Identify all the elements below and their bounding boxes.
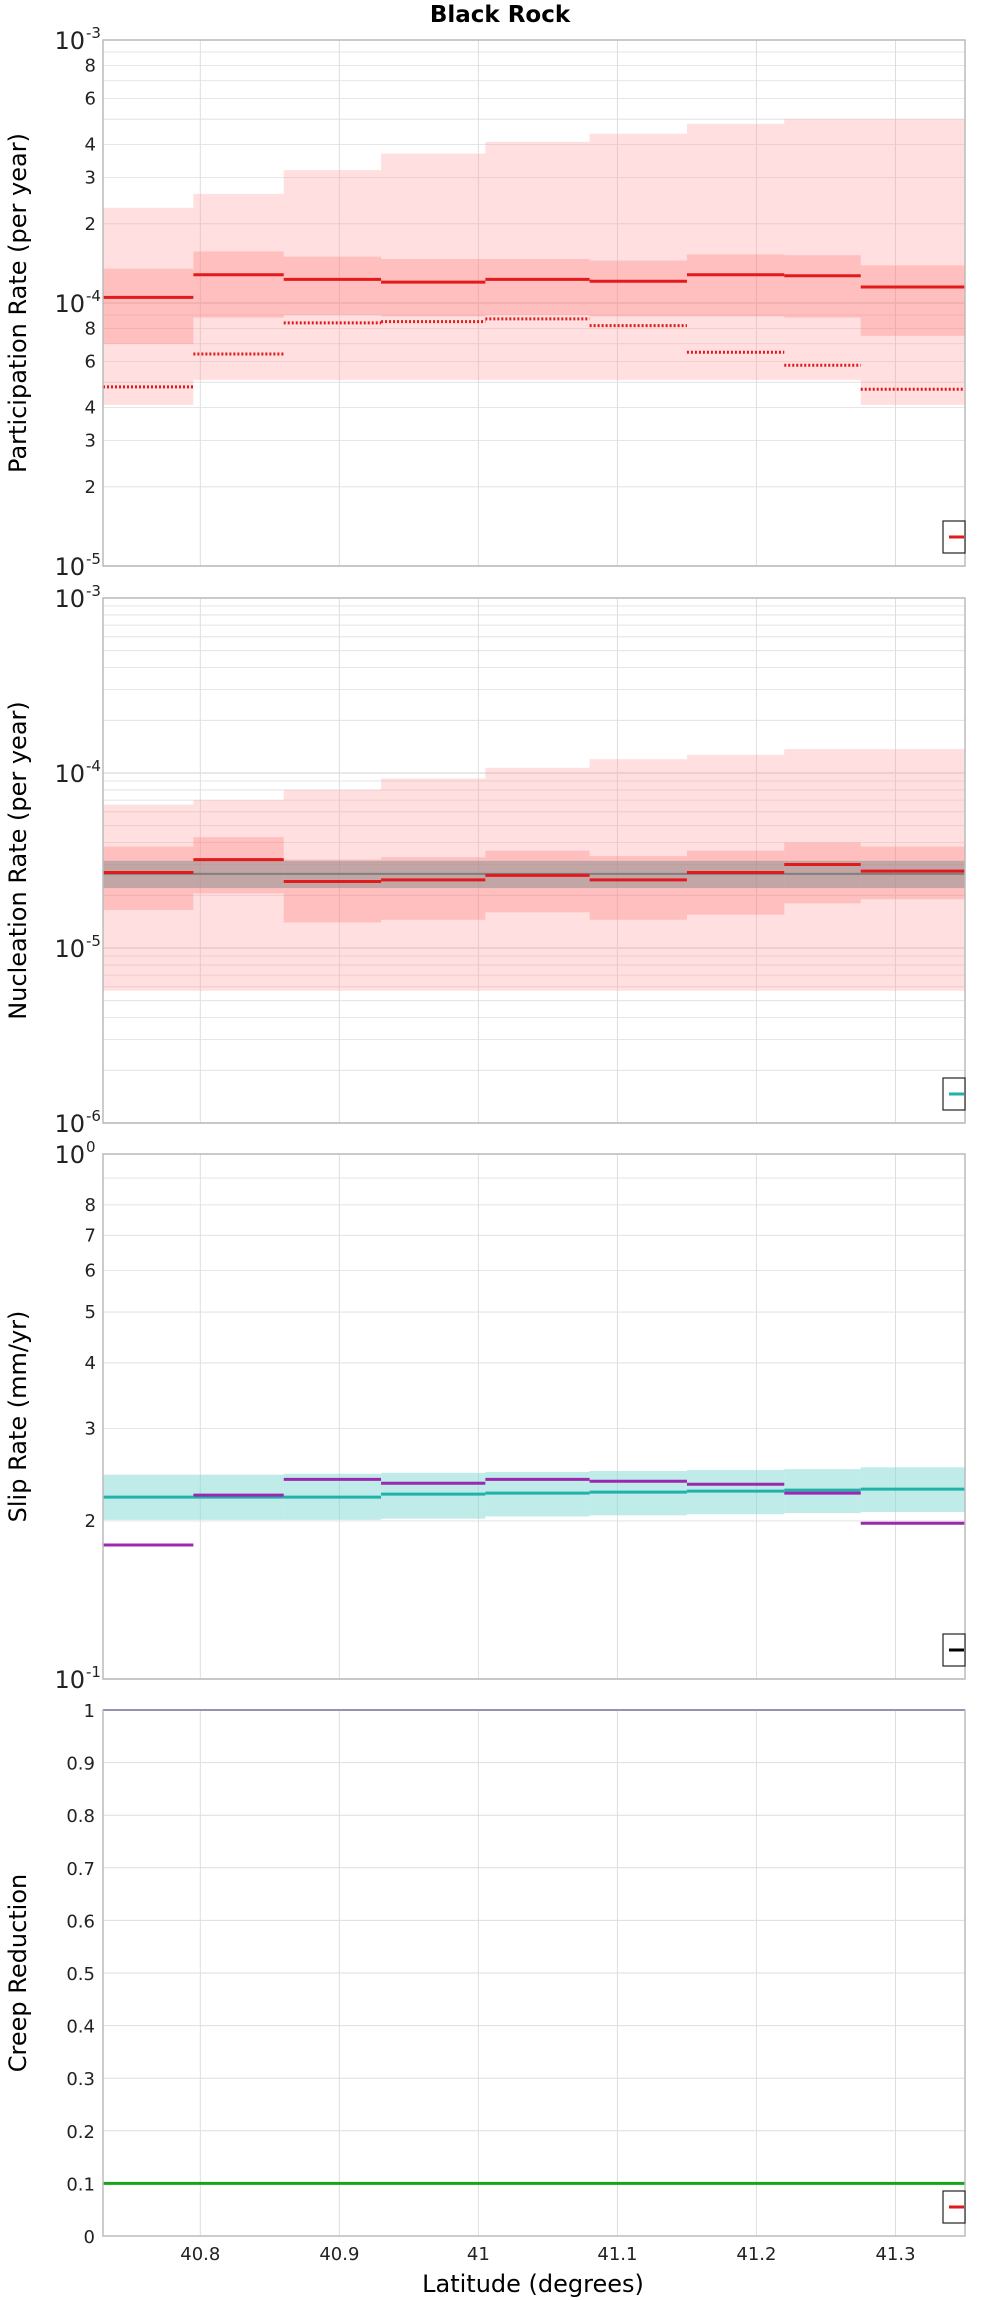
y-tick-label: 0.7 xyxy=(66,1859,95,1880)
y-axis-label: Slip Rate (mm/yr) xyxy=(4,1311,32,1523)
y-tick-label: 2 xyxy=(85,477,96,498)
y-tick-label: 0.5 xyxy=(66,1964,95,1985)
y-tick-label: 1 xyxy=(84,1701,95,1722)
uncertainty-band-inner xyxy=(283,256,382,316)
y-tick-label: 2 xyxy=(85,1511,96,1532)
uncertainty-band-outer xyxy=(193,193,284,380)
x-tick-label: 41.3 xyxy=(875,2244,915,2265)
x-tick-label: 41 xyxy=(467,2244,490,2265)
y-tick-label: 3 xyxy=(85,168,96,189)
x-tick-label: 41.2 xyxy=(736,2244,776,2265)
y-tick-label: 0 xyxy=(84,2227,95,2248)
axis-frame xyxy=(102,1709,966,2237)
uncertainty-band-outer xyxy=(686,123,785,380)
y-tick-exponent: 0 xyxy=(86,1138,96,1156)
axis-frame xyxy=(102,1153,966,1680)
uncertainty-band-outer xyxy=(103,804,194,991)
y-tick-label: 2 xyxy=(85,214,96,235)
y-tick-label: 3 xyxy=(85,1419,96,1440)
uncertainty-band-outer xyxy=(193,800,284,991)
uncertainty-band-outer xyxy=(784,119,861,380)
y-tick-label: 3 xyxy=(85,431,96,452)
y-tick-label: 0.9 xyxy=(66,1754,95,1775)
uncertainty-band-inner xyxy=(193,251,284,318)
y-axis-label: Nucleation Rate (per year) xyxy=(4,701,32,1020)
y-tick-label: 10 xyxy=(54,553,85,581)
uncertainty-band-inner xyxy=(485,258,590,316)
uncertainty-band-inner xyxy=(860,265,965,336)
y-tick-label: 0.6 xyxy=(66,1911,95,1932)
y-tick-label: 6 xyxy=(85,1260,96,1281)
y-tick-exponent: -5 xyxy=(86,932,101,950)
y-tick-exponent: -6 xyxy=(86,1107,101,1125)
y-tick-label: 8 xyxy=(85,55,96,76)
uncertainty-band-outer xyxy=(103,207,194,405)
y-tick-label: 6 xyxy=(85,351,96,372)
x-tick-label: 40.9 xyxy=(319,2244,359,2265)
y-tick-exponent: -1 xyxy=(86,1663,101,1681)
y-tick-label: 8 xyxy=(85,318,96,339)
y-tick-label: 0.3 xyxy=(66,2069,95,2090)
y-tick-label: 10 xyxy=(54,935,85,963)
y-axis-label: Participation Rate (per year) xyxy=(4,133,32,473)
x-axis-label: Latitude (degrees) xyxy=(422,2270,644,2298)
slip-target-band xyxy=(381,1472,486,1519)
uncertainty-band-inner xyxy=(589,260,687,317)
uncertainty-band-inner xyxy=(784,255,861,318)
uncertainty-band-outer xyxy=(381,153,486,380)
y-tick-exponent: -4 xyxy=(86,287,101,305)
uncertainty-band-inner xyxy=(686,254,785,317)
y-tick-label: 10 xyxy=(54,290,85,318)
y-tick-exponent: -3 xyxy=(86,582,101,600)
chart-title: Black Rock xyxy=(430,2,571,28)
uncertainty-band-inner xyxy=(381,258,486,317)
y-tick-exponent: -4 xyxy=(86,757,101,775)
y-tick-label: 10 xyxy=(54,1141,85,1169)
y-tick-exponent: -5 xyxy=(86,550,101,568)
y-tick-label: 0.4 xyxy=(66,2017,95,2038)
uncertainty-band-outer xyxy=(589,133,687,380)
y-tick-label: 0.1 xyxy=(66,2174,95,2195)
y-tick-label: 6 xyxy=(85,88,96,109)
x-tick-label: 41.1 xyxy=(597,2244,637,2265)
plot-area xyxy=(103,1154,965,1679)
uncertainty-band-outer xyxy=(485,141,590,380)
y-tick-label: 8 xyxy=(85,1195,96,1216)
axis-frame xyxy=(102,597,966,1124)
y-tick-label: 0.2 xyxy=(66,2122,95,2143)
y-tick-label: 5 xyxy=(85,1302,96,1323)
y-tick-label: 4 xyxy=(85,1353,96,1374)
x-tick-label: 40.8 xyxy=(180,2244,220,2265)
uncertainty-band-outer xyxy=(283,170,382,380)
y-tick-label: 0.8 xyxy=(66,1806,95,1827)
y-tick-label: 10 xyxy=(54,1666,85,1694)
y-tick-label: 4 xyxy=(85,135,96,156)
y-tick-label: 4 xyxy=(85,398,96,419)
uncertainty-band-outer xyxy=(283,789,382,991)
y-axis-label: Creep Reduction xyxy=(4,1874,32,2072)
y-tick-label: 10 xyxy=(54,1110,85,1138)
uncertainty-band-outer xyxy=(860,119,965,405)
y-tick-label: 10 xyxy=(54,585,85,613)
uncertainty-band-inner xyxy=(103,268,194,344)
y-tick-exponent: -3 xyxy=(86,24,101,42)
y-tick-label: 7 xyxy=(85,1225,96,1246)
axis-frame xyxy=(102,39,966,567)
panel-4: 0 0.1 0.2 0.3 0.4 0.5 0.6 0.7 0.8 0.9 1 Creep Reduc… xyxy=(4,1701,966,2265)
y-tick-label: 10 xyxy=(54,27,85,55)
y-tick-label: 10 xyxy=(54,760,85,788)
